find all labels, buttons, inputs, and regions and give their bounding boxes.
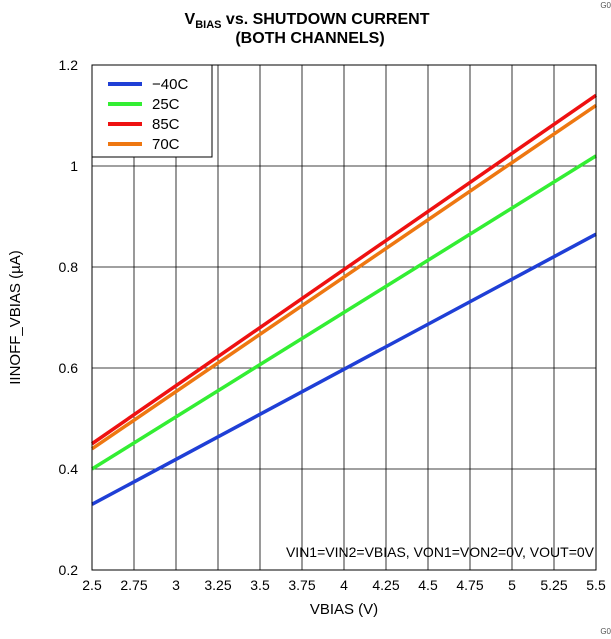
chart-title-line2: (BOTH CHANNELS) [235,30,384,47]
x-axis-label: VBIAS (V) [310,601,378,618]
y-tick-label: 1 [70,158,78,174]
y-tick-label: 0.2 [59,562,79,578]
title-subscript: BIAS [195,19,221,31]
legend: −40C 25C 85C 70C [91,64,213,158]
y-tick-label: 0.4 [59,461,79,477]
series-lines [91,93,597,506]
y-tick-label: 0.8 [59,259,79,275]
x-tick-label: 5.25 [540,577,567,593]
legend-box [91,64,213,158]
series-line [91,154,597,471]
x-tick-label: 4.5 [418,577,438,593]
x-tick-label: 4 [340,577,348,593]
chart-title: VBIAS vs. SHUTDOWN CURRENT (BOTH CHANNEL… [185,11,430,47]
title-main: V [185,11,196,28]
title-rest: vs. SHUTDOWN CURRENT [221,11,429,28]
x-tick-label: 3 [172,577,180,593]
series-line [91,93,597,446]
chart-annotation: VIN1=VIN2=VBIAS, VON1=VON2=0V, VOUT=0V [286,544,595,560]
x-tick-label: 3.5 [250,577,270,593]
figure-id-top: G0 [600,1,611,10]
tick-labels: 2.5 2.75 3 3.25 3.5 3.75 4 4.25 4.5 4.75 5 5.25 5.5 0… [59,57,606,593]
x-tick-label: 4.25 [372,577,399,593]
series-line [91,232,597,506]
x-tick-label: 3.25 [204,577,231,593]
y-tick-label: 0.6 [59,360,79,376]
figure-id-bottom: G0 [600,627,611,636]
plot-frame [91,64,597,571]
x-tick-label: 5 [508,577,516,593]
legend-label: 85C [152,116,180,133]
legend-label: 25C [152,96,180,113]
y-axis-label: IINOFF_VBIAS (µA) [7,250,24,385]
legend-label: 70C [152,136,180,153]
series-line [91,103,597,451]
legend-label: −40C [152,76,188,93]
x-tick-label: 2.75 [120,577,147,593]
x-tick-label: 2.5 [82,577,102,593]
x-tick-label: 5.5 [586,577,606,593]
chart-title-line1: VBIAS vs. SHUTDOWN CURRENT [185,11,430,31]
x-tick-label: 3.75 [288,577,315,593]
x-tick-label: 4.75 [456,577,483,593]
y-tick-label: 1.2 [59,57,79,73]
